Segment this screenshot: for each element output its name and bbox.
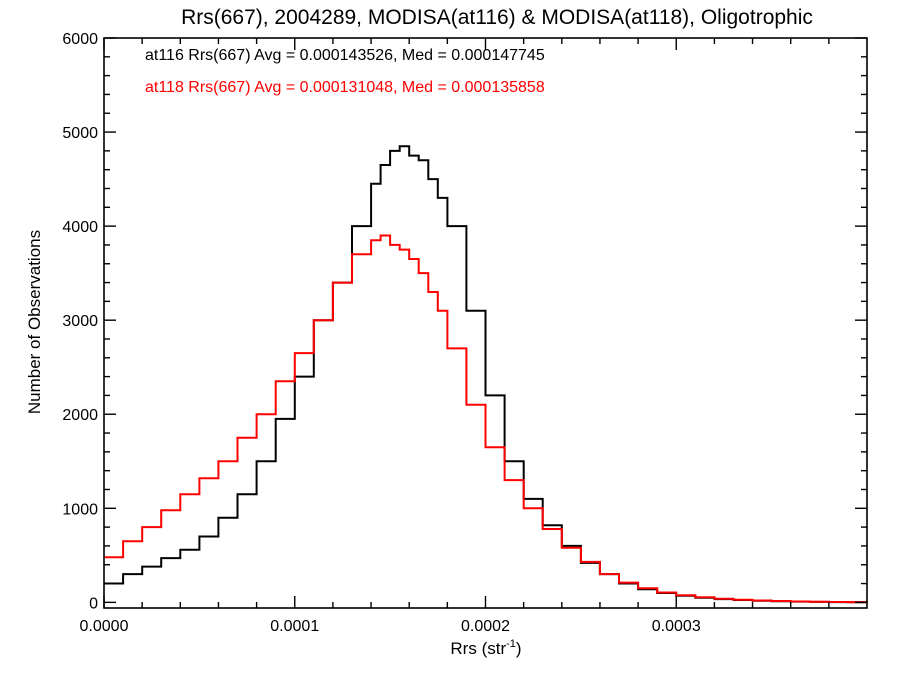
series-line-1 (104, 234, 868, 604)
y-tick-label: 2000 (62, 407, 98, 424)
x-tick-label: 0.0001 (270, 618, 319, 635)
chart-title: Rrs(667), 2004289, MODISA(at116) & MODIS… (181, 6, 813, 29)
y-tick-label: 0 (89, 595, 98, 612)
y-tick-label: 5000 (62, 125, 98, 142)
x-axis-label-exponent: -1 (506, 638, 516, 650)
x-axis-label: Rrs (str-1) (450, 638, 521, 658)
y-tick-label: 4000 (62, 219, 98, 236)
x-tick-label: 0.0000 (80, 618, 129, 635)
x-axis-label-main: Rrs (str (450, 639, 506, 658)
annotation-at118: at118 Rrs(667) Avg = 0.000131048, Med = … (145, 79, 545, 96)
plot-area: 0.0000 0.0001 0.0002 0.0003 0 1000 2000 3000 400… (62, 31, 868, 635)
ticks-layer: 0.0000 0.0001 0.0002 0.0003 0 1000 2000 3000 400… (62, 31, 867, 635)
series-line-0 (104, 145, 868, 604)
annotation-at116: at116 Rrs(667) Avg = 0.000143526, Med = … (145, 47, 545, 64)
x-tick-label: 0.0002 (461, 618, 510, 635)
y-tick-label: 1000 (62, 501, 98, 518)
x-tick-label: 0.0003 (652, 618, 701, 635)
x-axis-label-close: ) (516, 639, 522, 658)
series-layer (104, 145, 868, 604)
y-tick-label: 6000 (62, 31, 98, 48)
y-axis-label: Number of Observations (25, 230, 44, 414)
y-tick-label: 3000 (62, 313, 98, 330)
